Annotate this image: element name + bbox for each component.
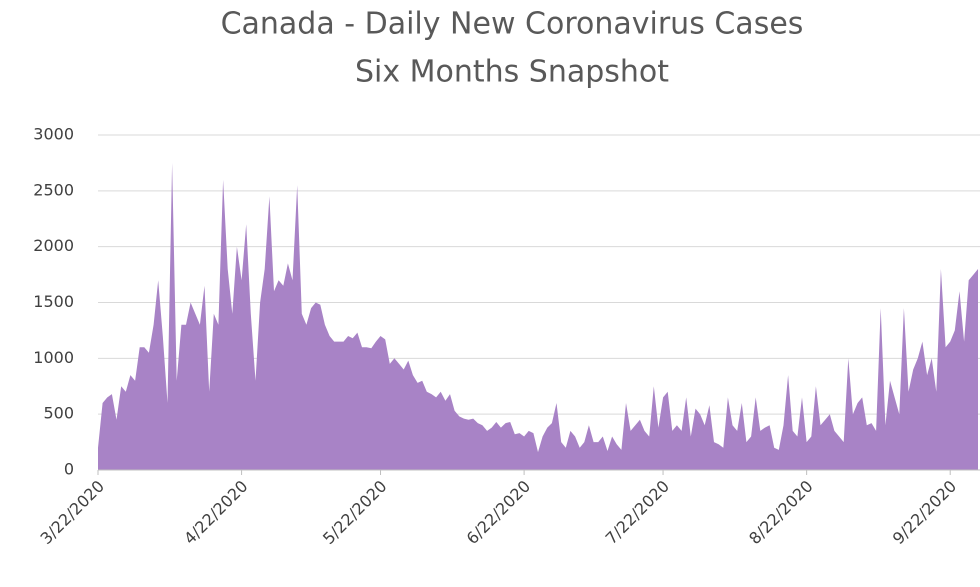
y-tick-label: 3000 <box>33 125 74 144</box>
x-tick-label: 4/22/2020 <box>180 477 251 548</box>
x-tick-label: 3/22/2020 <box>37 477 108 548</box>
y-tick-label: 0 <box>64 460 74 479</box>
chart-title: Canada - Daily New Coronavirus Cases <box>221 7 804 42</box>
x-tick-label: 6/22/2020 <box>463 477 534 548</box>
area <box>98 162 978 470</box>
y-tick-label: 1500 <box>33 292 74 311</box>
y-tick-label: 500 <box>43 404 74 423</box>
x-tick-label: 7/22/2020 <box>602 477 673 548</box>
y-tick-label: 1000 <box>33 348 74 367</box>
chart-subtitle: Six Months Snapshot <box>355 55 669 90</box>
x-tick-label: 5/22/2020 <box>319 477 390 548</box>
x-tick-label: 8/22/2020 <box>745 477 816 548</box>
y-tick-label: 2500 <box>33 180 74 199</box>
x-tick-label: 9/22/2020 <box>889 477 960 548</box>
y-tick-label: 2000 <box>33 236 74 255</box>
